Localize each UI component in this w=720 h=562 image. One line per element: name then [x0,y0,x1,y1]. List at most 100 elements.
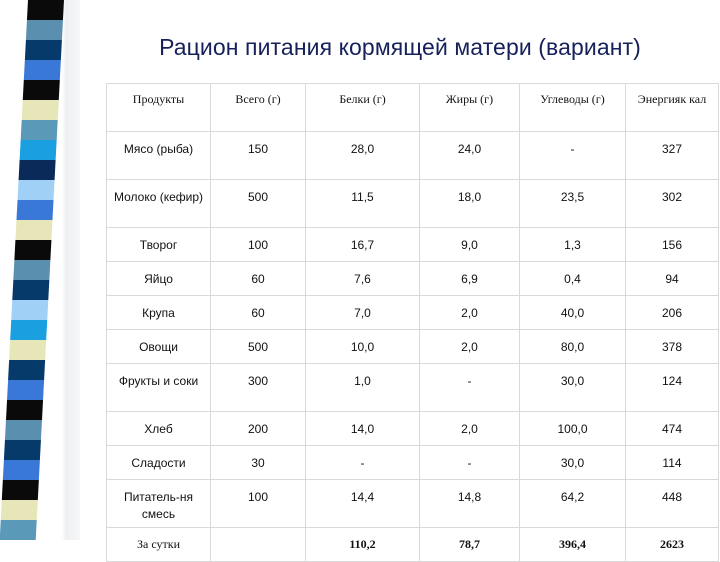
header-cell-products: Продукты [106,83,211,132]
product-name-cell: Фрукты и соки [106,363,211,412]
value-cell: 156 [625,227,719,262]
stripe-block [19,140,57,160]
stripe-block [11,300,49,320]
value-cell: 200 [210,411,306,446]
stripe-block [8,360,46,380]
value-cell: 30,0 [519,363,626,412]
stripe-block [16,200,54,220]
value-cell: 300 [210,363,306,412]
table-row: Питатель-ня смесь 100 14,4 14,8 64,2 448 [106,479,719,528]
total-label-cell: За сутки [106,527,211,562]
value-cell: 100,0 [519,411,626,446]
value-cell: 7,0 [305,295,420,330]
stripe-block [20,120,58,140]
stripe-block [22,80,60,100]
value-cell: 23,5 [519,179,626,228]
value-cell: 0,4 [519,261,626,296]
table-row: Хлеб 200 14,0 2,0 100,0 474 [106,411,719,446]
stripe-block [7,380,45,400]
table-row: Мясо (рыба) 150 28,0 24,0-327 [106,131,719,180]
value-cell: 1,3 [519,227,626,262]
stripe-block [24,40,62,60]
table-row: Фрукты и соки 300 1,0-30,0 124 [106,363,719,412]
value-cell: 124 [625,363,719,412]
stripe-block [21,100,59,120]
stripe-blocks [0,0,65,540]
value-cell: 10,0 [305,329,420,364]
stripe-block [1,480,39,500]
total-value-cell: 78,7 [419,527,520,562]
product-name-cell: Творог [106,227,211,262]
value-cell: 30 [210,445,306,480]
stripe-block [0,500,38,520]
value-cell: - [419,445,520,480]
table-row: Молоко (кефир) 500 11,5 18,0 23,5 302 [106,179,719,228]
total-value-cell: 110,2 [305,527,420,562]
stripe-block [14,240,52,260]
value-cell: 94 [625,261,719,296]
value-cell: 60 [210,295,306,330]
stripe-block [2,460,40,480]
stripe-block [25,20,63,40]
total-value-cell: 2623 [625,527,719,562]
value-cell: 1,0 [305,363,420,412]
value-cell: 11,5 [305,179,420,228]
value-cell: 28,0 [305,131,420,180]
stripe-block [10,320,48,340]
value-cell: 24,0 [419,131,520,180]
value-cell: - [519,131,626,180]
value-cell: 14,0 [305,411,420,446]
stripe-block [4,420,42,440]
product-name-cell: Питатель-ня смесь [106,479,211,528]
value-cell: 14,4 [305,479,420,528]
value-cell: 9,0 [419,227,520,262]
value-cell: 7,6 [305,261,420,296]
table-row: Яйцо 60 7,6 6,9 0,4 94 [106,261,719,296]
decorative-side-stripe [0,0,80,540]
value-cell: 2,0 [419,411,520,446]
value-cell: 302 [625,179,719,228]
table-row: Овощи 500 10,0 2,0 80,0 378 [106,329,719,364]
product-name-cell: Хлеб [106,411,211,446]
value-cell: - [419,363,520,412]
value-cell: 448 [625,479,719,528]
stripe-block [13,260,51,280]
value-cell: 100 [210,479,306,528]
table-row: Сладости 30- -30,0 114 [106,445,719,480]
value-cell: 80,0 [519,329,626,364]
value-cell: 18,0 [419,179,520,228]
table-header-row: Продукты Всего (г) Белки (г) Жиры (г) Уг… [106,83,719,132]
value-cell: 6,9 [419,261,520,296]
product-name-cell: Крупа [106,295,211,330]
stripe-block [9,340,47,360]
value-cell: 500 [210,329,306,364]
stripe-block [18,160,56,180]
product-name-cell: Яйцо [106,261,211,296]
stripe-block [26,0,65,20]
stripe-block [3,440,41,460]
product-name-cell: Сладости [106,445,211,480]
product-name-cell: Мясо (рыба) [106,131,211,180]
value-cell: 14,8 [419,479,520,528]
header-cell-total-weight: Всего (г) [210,83,306,132]
total-value-cell [210,527,306,562]
value-cell: 16,7 [305,227,420,262]
value-cell: 64,2 [519,479,626,528]
header-cell-proteins: Белки (г) [305,83,420,132]
table-row: Творог 100 16,7 9,0 1,3 156 [106,227,719,262]
value-cell: 378 [625,329,719,364]
value-cell: - [305,445,420,480]
header-cell-carbohydrates: Углеводы (г) [519,83,626,132]
value-cell: 500 [210,179,306,228]
product-name-cell: Овощи [106,329,211,364]
stripe-block [15,220,53,240]
value-cell: 474 [625,411,719,446]
stripe-block [12,280,50,300]
stripe-block [5,400,44,420]
stripe-block [23,60,61,80]
value-cell: 327 [625,131,719,180]
value-cell: 100 [210,227,306,262]
value-cell: 150 [210,131,306,180]
stripe-block [0,520,37,540]
value-cell: 60 [210,261,306,296]
